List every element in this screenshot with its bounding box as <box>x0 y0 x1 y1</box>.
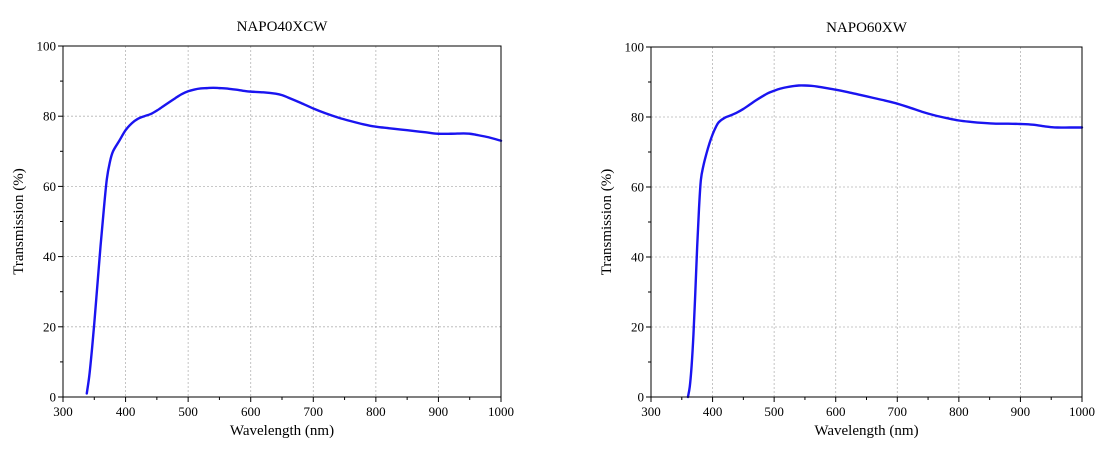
chart-napo60xw: NAPO60XW 300 400 500 600 700 800 900 1000 0 20 40… <box>599 20 1095 439</box>
chart-title: NAPO60XW <box>826 20 908 36</box>
x-tick-label: 700 <box>304 404 324 419</box>
chart-napo40xcw: NAPO40XCW 300 400 500 600 700 800 900 1000 0 20 4… <box>11 19 514 439</box>
y-tick-label: 80 <box>43 109 56 124</box>
x-tick-label: 1000 <box>488 404 514 419</box>
y-axis-label: Transmission (%) <box>599 169 615 276</box>
series-line-napo60xw <box>686 84 1084 399</box>
gridlines <box>63 46 501 397</box>
x-tick-label: 800 <box>949 404 969 419</box>
x-tick-label: 300 <box>641 404 661 419</box>
x-tick-label: 400 <box>703 404 723 419</box>
y-tick-label: 100 <box>37 39 57 54</box>
y-tick-labels: 0 20 40 60 80 100 <box>37 39 57 405</box>
ticks <box>646 46 1083 402</box>
x-tick-label: 700 <box>888 404 908 419</box>
x-tick-labels: 300 400 500 600 700 800 900 1000 <box>641 404 1095 419</box>
x-tick-label: 600 <box>826 404 846 419</box>
x-tick-label: 600 <box>241 404 261 419</box>
gridlines <box>651 47 1082 397</box>
x-tick-label: 900 <box>429 404 449 419</box>
x-axis-label: Wavelength (nm) <box>230 423 334 439</box>
x-tick-label: 500 <box>178 404 198 419</box>
y-axis-label: Transmission (%) <box>11 168 27 275</box>
axes-frame <box>62 45 502 398</box>
y-tick-label: 20 <box>43 319 56 334</box>
x-tick-label: 800 <box>366 404 386 419</box>
x-tick-label: 1000 <box>1069 404 1095 419</box>
y-tick-label: 0 <box>50 390 57 405</box>
x-tick-label: 500 <box>764 404 784 419</box>
y-tick-label: 80 <box>631 110 644 125</box>
y-tick-label: 20 <box>631 320 644 335</box>
y-tick-label: 60 <box>631 180 644 195</box>
series-line-napo40xcw <box>85 86 503 395</box>
ticks <box>58 45 502 402</box>
y-tick-label: 40 <box>43 249 56 264</box>
y-tick-label: 60 <box>43 179 56 194</box>
chart-title: NAPO40XCW <box>237 19 329 35</box>
y-tick-labels: 0 20 40 60 80 100 <box>625 40 645 405</box>
x-tick-label: 900 <box>1011 404 1031 419</box>
y-tick-label: 40 <box>631 250 644 265</box>
x-tick-label: 300 <box>53 404 73 419</box>
x-tick-labels: 300 400 500 600 700 800 900 1000 <box>53 404 514 419</box>
y-tick-label: 100 <box>625 40 645 55</box>
x-tick-label: 400 <box>116 404 136 419</box>
x-axis-label: Wavelength (nm) <box>814 423 918 439</box>
axes-frame <box>650 46 1083 398</box>
y-tick-label: 0 <box>638 390 645 405</box>
